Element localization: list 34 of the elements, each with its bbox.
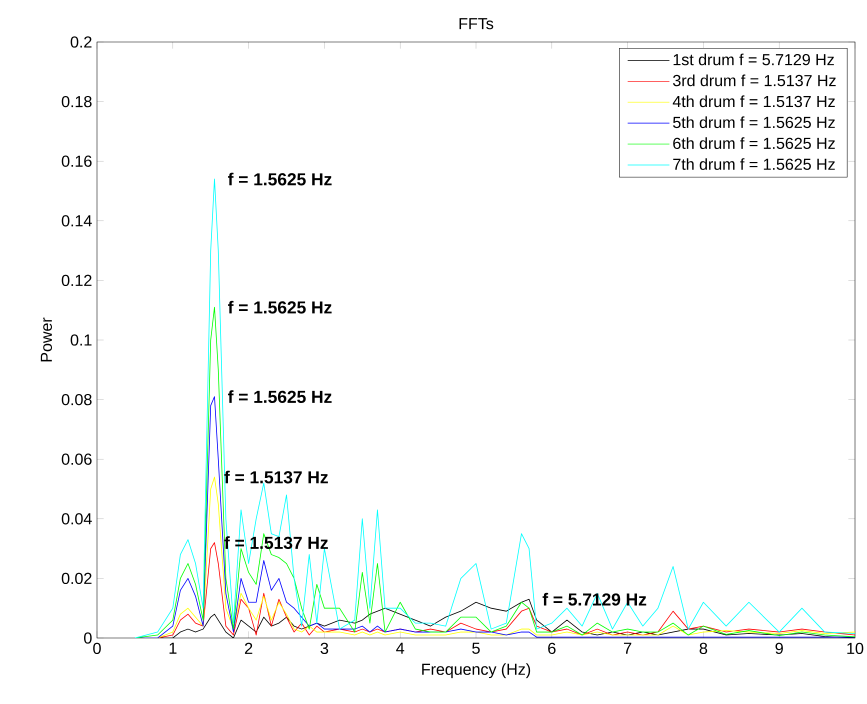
legend-label: 1st drum f = 5.7129 Hz bbox=[674, 54, 834, 66]
legend-label: 4th drum f = 1.5137 Hz bbox=[672, 95, 835, 108]
x-tick-label: 2 bbox=[244, 642, 252, 654]
x-tick-label: 9 bbox=[776, 642, 783, 654]
x-tick-label: 8 bbox=[700, 642, 708, 654]
annotation: f = 1.5625 Hz bbox=[228, 300, 332, 314]
y-tick-label: 0.14 bbox=[62, 215, 92, 226]
legend-label: 7th drum f = 1.5625 Hz bbox=[673, 158, 835, 170]
annotation: f = 1.5625 Hz bbox=[228, 172, 332, 186]
y-tick-label: 0.08 bbox=[62, 394, 92, 406]
y-tick-label: 0.06 bbox=[62, 454, 92, 465]
x-tick-label: 5 bbox=[472, 642, 480, 654]
y-tick-label: 0.04 bbox=[62, 513, 92, 524]
x-tick-label: 1 bbox=[170, 642, 176, 654]
y-axis-title: Power bbox=[40, 318, 52, 362]
x-tick-label: 4 bbox=[396, 642, 404, 654]
y-tick-label: 0.18 bbox=[62, 96, 92, 108]
y-tick-label: 0.12 bbox=[62, 274, 92, 286]
legend-label: 3rd drum f = 1.5137 Hz bbox=[673, 74, 836, 86]
chart-title: FFTs bbox=[460, 18, 494, 30]
legend-label: 6th drum f = 1.5625 Hz bbox=[673, 137, 835, 150]
y-tick-label: 0.16 bbox=[62, 156, 92, 167]
y-tick-label: 0.2 bbox=[70, 36, 92, 48]
annotation: f = 1.5625 Hz bbox=[228, 390, 332, 403]
x-tick-label: 10 bbox=[847, 642, 864, 654]
x-tick-label: 0 bbox=[93, 642, 101, 654]
x-tick-label: 7 bbox=[624, 642, 632, 654]
y-tick-label: 0 bbox=[84, 632, 92, 644]
x-tick-label: 6 bbox=[548, 642, 556, 654]
x-tick-label: 3 bbox=[320, 642, 328, 654]
legend-label: 5th drum f = 1.5625 Hz bbox=[673, 116, 835, 128]
y-tick-label: 0.1 bbox=[70, 334, 92, 346]
y-tick-label: 0.02 bbox=[62, 572, 92, 584]
x-axis-title: Frequency (Hz) bbox=[422, 663, 530, 678]
